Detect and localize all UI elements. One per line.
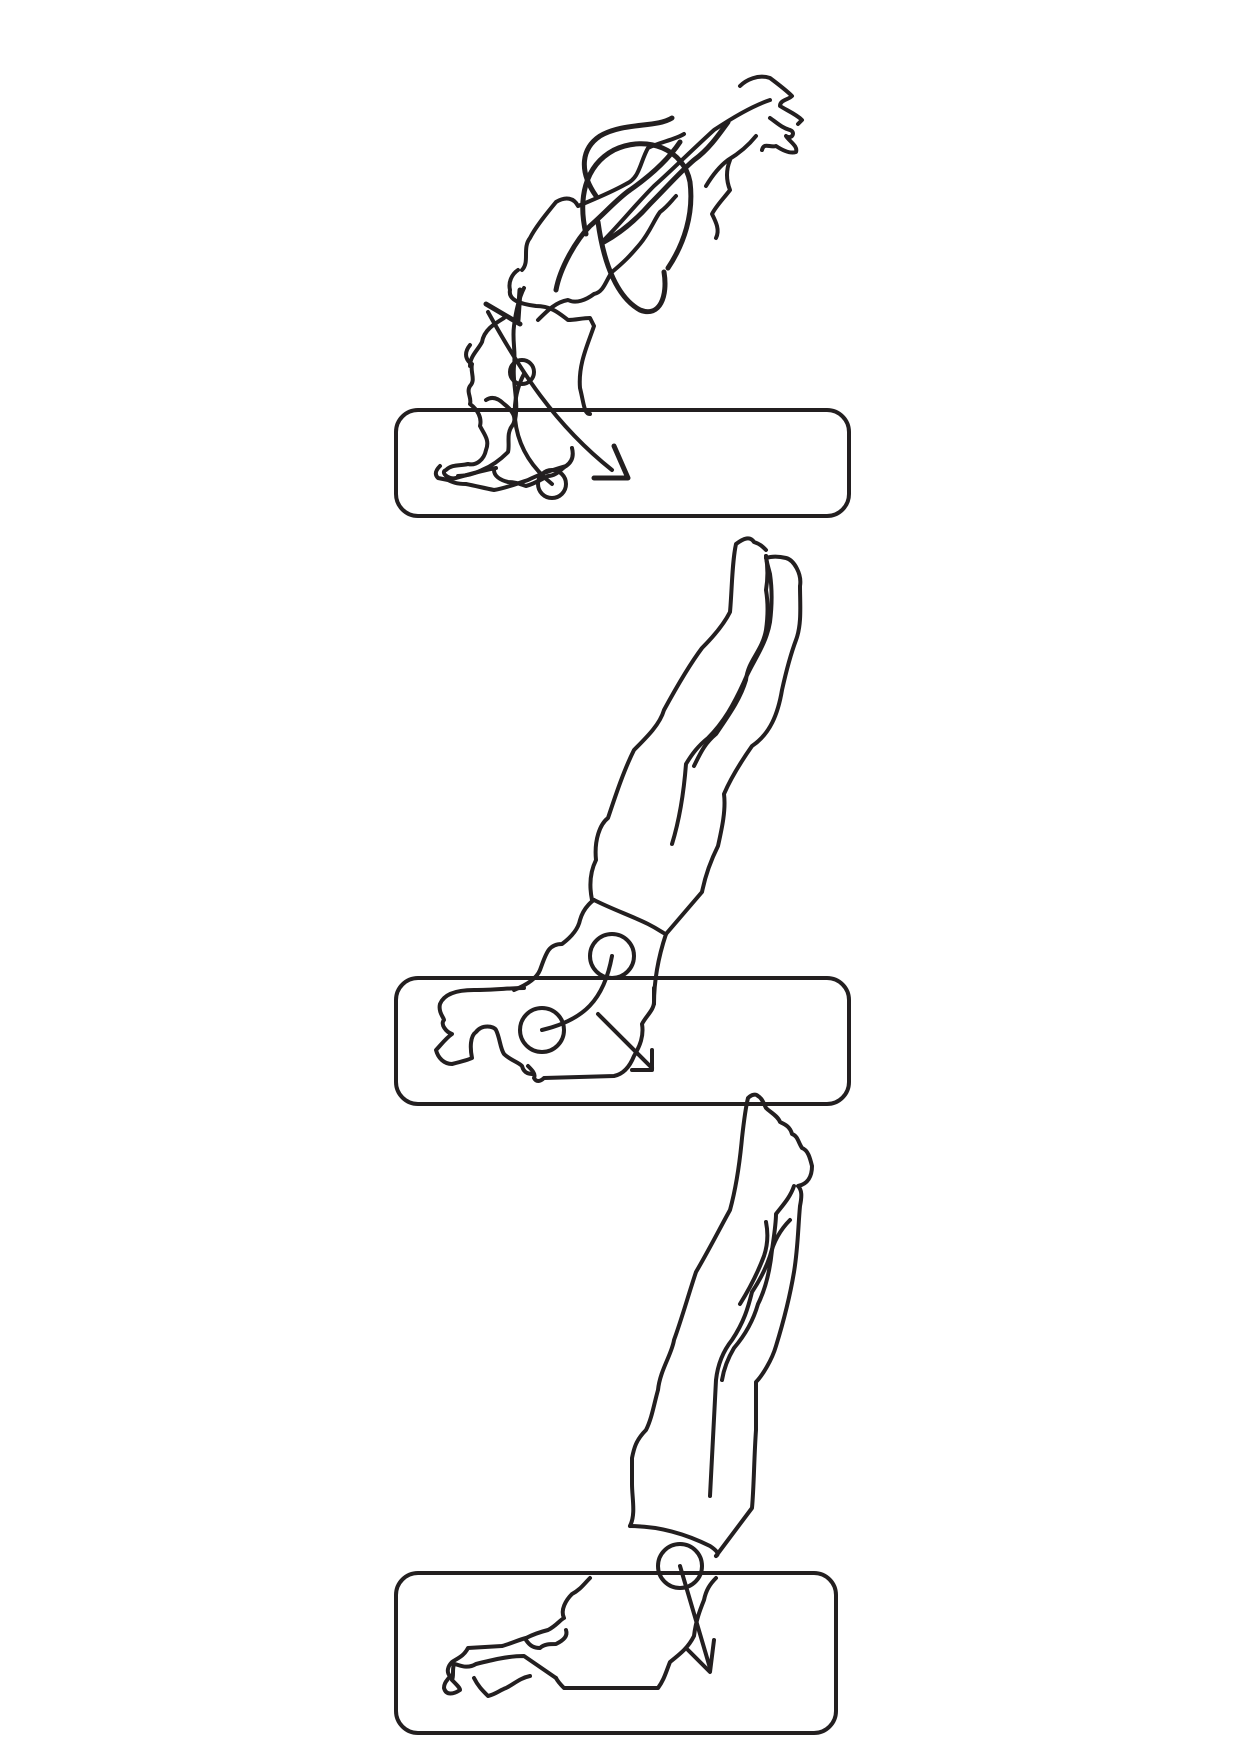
figure-1-tick — [483, 301, 523, 327]
figure-1-motion-arc — [486, 310, 614, 472]
figure-1-pivot-lower — [536, 468, 568, 500]
figure-3-pivot — [656, 1542, 704, 1590]
figure-1-calf — [704, 134, 758, 188]
figure-1-face — [456, 395, 517, 478]
figure-3-back — [628, 1092, 760, 1528]
exercise-mat-1 — [394, 408, 851, 518]
figure-2-head — [434, 986, 536, 1076]
figure-1-foot-3 — [710, 158, 732, 240]
figure-1-leg-line — [602, 98, 772, 242]
figure-2-arrow-icon — [630, 1048, 654, 1072]
figure-1-leg-long-curve — [581, 115, 675, 199]
figure-1-leg-upper — [553, 139, 683, 293]
figure-3-knee-line — [738, 1220, 770, 1306]
figure-2-leg-front — [664, 554, 803, 936]
figure-1-arm-outer — [468, 316, 506, 368]
figure-2-pivot-link — [540, 954, 614, 1032]
figure-2-shoulder — [512, 898, 596, 992]
step-3-panel — [394, 1092, 838, 1735]
figure-1-torso — [520, 132, 686, 272]
figure-3-arrow-icon — [686, 1638, 716, 1674]
figure-2-leg-inner — [670, 554, 774, 846]
figure-3-jaw — [524, 1628, 569, 1650]
figure-3-leg-back — [720, 1184, 796, 1382]
exercise-mat-2 — [394, 976, 851, 1106]
figure-1-thigh-lower — [595, 219, 668, 315]
step-1-panel — [394, 74, 851, 518]
figure-2-arrow-shaft — [596, 1012, 654, 1070]
figure-1-foot — [738, 74, 804, 126]
figure-3-head — [442, 1636, 558, 1696]
figure-1-arrow-icon — [591, 443, 631, 481]
figure-2-chin — [526, 986, 656, 1083]
figure-2-hip-line — [592, 898, 668, 936]
figure-1-chin — [433, 464, 568, 492]
figure-1-foot-2 — [760, 116, 799, 155]
figure-2-pivot-upper — [588, 932, 636, 980]
figure-2-front-line — [652, 932, 668, 1006]
figure-1-head — [441, 343, 498, 481]
figure-1-pivot-link — [512, 372, 554, 486]
figure-1-torso-front — [536, 194, 678, 322]
figure-1-leg-lower — [601, 119, 731, 245]
figure-3-hip — [628, 1524, 720, 1558]
figure-2-back-line — [588, 536, 768, 902]
figure-3-shoulders — [524, 1576, 592, 1640]
figure-1-pivot-upper — [508, 358, 536, 386]
figure-2-pivot-lower — [518, 1006, 566, 1054]
figure-2-leg-back — [692, 554, 770, 768]
figure-1-tick-vertical — [515, 287, 523, 323]
figure-3-chin — [554, 1576, 718, 1690]
figure-1-hips-curve — [580, 141, 694, 271]
figure-3-leg-front — [714, 1094, 814, 1558]
step-2-panel — [394, 536, 851, 1106]
figure-3-leg-inner — [708, 1218, 792, 1498]
figure-3-mouth — [472, 1674, 532, 1698]
figure-3-arrow-shaft — [678, 1564, 712, 1670]
figure-1-arm — [507, 268, 596, 416]
exercise-mat-3 — [394, 1571, 838, 1735]
